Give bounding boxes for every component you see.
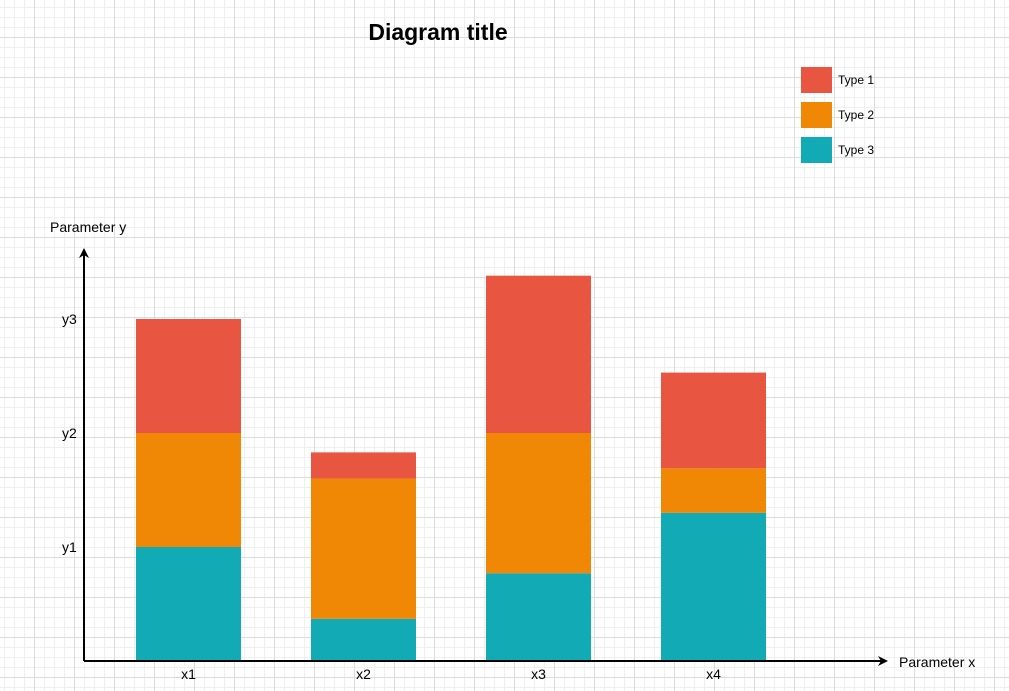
bar-x3-type-2 <box>486 433 591 574</box>
chart-title: Diagram title <box>368 19 507 45</box>
x-tick-label-x4: x4 <box>706 666 721 682</box>
x-tick-label-x1: x1 <box>181 666 196 682</box>
x-tick-label-x2: x2 <box>356 666 371 682</box>
bar-x1-type-2 <box>136 433 241 547</box>
y-tick-label-y2: y2 <box>62 425 77 441</box>
bar-x2-type-1 <box>311 452 416 479</box>
legend-label-type-3: Type 3 <box>838 143 874 157</box>
bar-x4-type-3 <box>661 512 766 661</box>
legend-swatch-type-3 <box>801 137 832 163</box>
bar-x1-type-3 <box>136 547 241 661</box>
bar-x4-type-1 <box>661 372 766 469</box>
y-tick-labels: y1 y2 y3 <box>62 311 77 555</box>
bar-x2-type-2 <box>311 478 416 619</box>
bar-x4-type-2 <box>661 468 766 513</box>
legend-label-type-2: Type 2 <box>838 108 874 122</box>
y-tick-label-y1: y1 <box>62 539 77 555</box>
bar-x2-type-3 <box>311 618 416 661</box>
x-tick-label-x3: x3 <box>531 666 546 682</box>
legend-swatch-type-2 <box>801 102 832 128</box>
legend-label-type-1: Type 1 <box>838 73 874 87</box>
legend: Type 1 Type 2 Type 3 <box>801 67 874 163</box>
x-axis-label: Parameter x <box>899 654 975 670</box>
x-tick-labels: x1 x2 x3 x4 <box>181 666 721 682</box>
bars <box>136 275 766 661</box>
bar-x3-type-3 <box>486 573 591 661</box>
y-tick-label-y3: y3 <box>62 311 77 327</box>
legend-swatch-type-1 <box>801 67 832 93</box>
y-axis-label: Parameter y <box>50 219 126 235</box>
bar-x1-type-1 <box>136 319 241 433</box>
bar-x3-type-1 <box>486 275 591 433</box>
